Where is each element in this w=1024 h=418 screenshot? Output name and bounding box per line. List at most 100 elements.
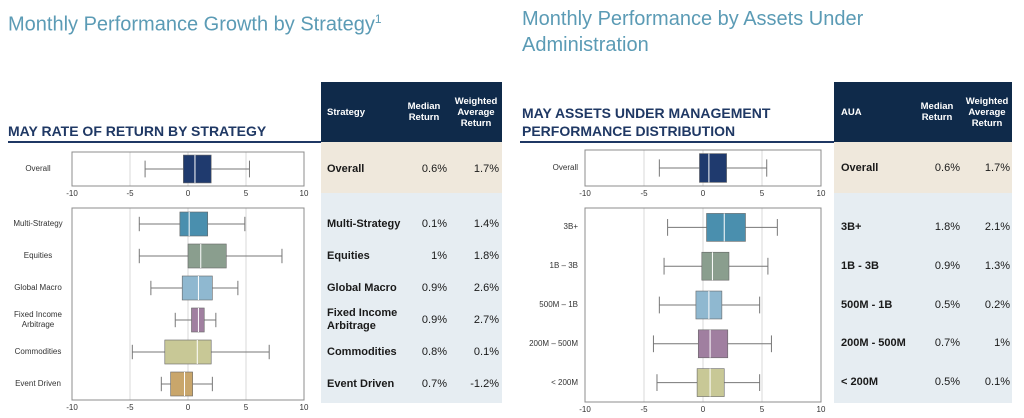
x-tick-label: -10 xyxy=(579,189,591,198)
table-cell: 0.1% xyxy=(473,345,499,358)
box xyxy=(696,368,725,397)
table-cell: Event Driven xyxy=(327,377,395,390)
table-cell: 200M - 500M xyxy=(841,337,906,350)
heading-text: Monthly Performance Growth by Strategy xyxy=(8,13,375,36)
box xyxy=(706,213,746,242)
rule xyxy=(520,141,834,143)
table-cell: 1B - 3B xyxy=(841,259,879,272)
table-cell: 0.9% xyxy=(934,259,960,272)
category-label: Event Driven xyxy=(15,379,61,388)
overall-row-bg xyxy=(321,142,502,193)
table-cell: 1% xyxy=(431,249,447,262)
plot-frame xyxy=(71,207,305,401)
x-tick-label: -5 xyxy=(126,403,134,412)
plot-frame xyxy=(584,149,822,187)
rule xyxy=(8,141,321,143)
box xyxy=(187,243,227,269)
box xyxy=(191,307,205,333)
x-tick-label: 10 xyxy=(817,189,826,198)
table-cell: 0.7% xyxy=(421,377,447,390)
table-header xyxy=(834,82,1012,142)
table-cell: -1.2% xyxy=(470,377,499,390)
table-cell: 1.3% xyxy=(984,259,1010,272)
table-cell: 0.9% xyxy=(421,313,447,326)
table-cell: 500M - 1B xyxy=(841,298,893,311)
column-header: AUA xyxy=(841,106,862,118)
x-tick-label: 5 xyxy=(760,405,765,414)
x-tick-label: 0 xyxy=(701,189,706,198)
box xyxy=(699,153,727,183)
table-cell: 0.1% xyxy=(421,217,447,230)
table-cell: 1% xyxy=(994,337,1010,350)
x-tick-label: 5 xyxy=(760,189,765,198)
x-tick-label: 0 xyxy=(186,403,191,412)
table-cell: 2.7% xyxy=(473,313,499,326)
box xyxy=(183,154,212,184)
table-cell: 0.2% xyxy=(984,298,1010,311)
x-tick-label: -5 xyxy=(640,405,648,414)
table-cell: 1.7% xyxy=(473,162,499,175)
table-cell: 1.8% xyxy=(473,249,499,262)
table-cell: Multi-Strategy xyxy=(327,217,401,230)
category-label: Overall xyxy=(25,164,51,173)
table-cell: 0.7% xyxy=(934,337,960,350)
rows-bg xyxy=(834,193,1012,403)
table-cell: 1.8% xyxy=(934,220,960,233)
column-header: Strategy xyxy=(327,106,366,118)
heading: Monthly Performance Growth by Strategy1 xyxy=(8,6,382,38)
category-label: Commodities xyxy=(14,347,62,356)
plot-frame xyxy=(584,207,822,403)
x-tick-label: 0 xyxy=(186,189,191,198)
category-label: Multi-Strategy xyxy=(13,219,63,228)
box xyxy=(701,251,730,281)
x-tick-label: 5 xyxy=(244,189,249,198)
table-cell: 0.6% xyxy=(421,162,447,175)
category-label: Overall xyxy=(552,163,578,172)
category-label: 200M – 500M xyxy=(529,338,578,348)
column-header: Weighted Average Return xyxy=(965,95,1009,129)
table-cell: 2.6% xyxy=(473,281,499,294)
footnote-mark: 1 xyxy=(374,12,382,26)
x-tick-label: 10 xyxy=(300,403,309,412)
x-tick-label: -10 xyxy=(579,405,591,414)
table-header xyxy=(321,82,502,142)
x-tick-label: 0 xyxy=(701,405,706,414)
table-cell: < 200M xyxy=(841,376,878,389)
box xyxy=(181,275,213,301)
table-cell: Commodities xyxy=(327,345,397,358)
table-cell: 1.7% xyxy=(984,161,1010,174)
box xyxy=(697,329,729,359)
table-cell: Fixed Income Arbitrage xyxy=(327,307,398,332)
table-cell: Equities xyxy=(327,249,370,262)
table-cell: Overall xyxy=(841,161,879,174)
table-cell: 0.8% xyxy=(421,345,447,358)
table-cell: Global Macro xyxy=(327,281,397,294)
category-label: 1B – 3B xyxy=(549,261,578,271)
x-tick-label: -5 xyxy=(640,189,648,198)
plot-frame xyxy=(71,151,305,187)
category-label: 3B+ xyxy=(563,222,578,232)
x-tick-label: 10 xyxy=(300,189,309,198)
rows-bg xyxy=(321,193,502,403)
x-tick-label: -10 xyxy=(66,189,78,198)
table-cell: 0.5% xyxy=(934,376,960,389)
box xyxy=(179,211,209,237)
column-header: Median Return xyxy=(407,101,441,123)
table-cell: 1.4% xyxy=(473,217,499,230)
subtitle: MAY RATE OF RETURN BY STRATEGY xyxy=(8,123,267,139)
category-label: Global Macro xyxy=(14,283,62,292)
table-cell: 2.1% xyxy=(984,220,1010,233)
table-cell: 0.9% xyxy=(421,281,447,294)
table-cell: 0.6% xyxy=(934,161,960,174)
x-tick-label: 10 xyxy=(817,405,826,414)
x-tick-label: 5 xyxy=(244,403,249,412)
column-header: Median Return xyxy=(920,101,954,123)
category-label: 500M – 1B xyxy=(539,300,578,309)
category-label: Equities xyxy=(23,251,53,260)
column-header: Weighted Average Return xyxy=(454,95,498,129)
subtitle: MAY ASSETS UNDER MANAGEMENT PERFORMANCE … xyxy=(522,105,771,139)
box xyxy=(170,371,193,397)
category-label: Fixed Income Arbitrage xyxy=(13,310,63,329)
